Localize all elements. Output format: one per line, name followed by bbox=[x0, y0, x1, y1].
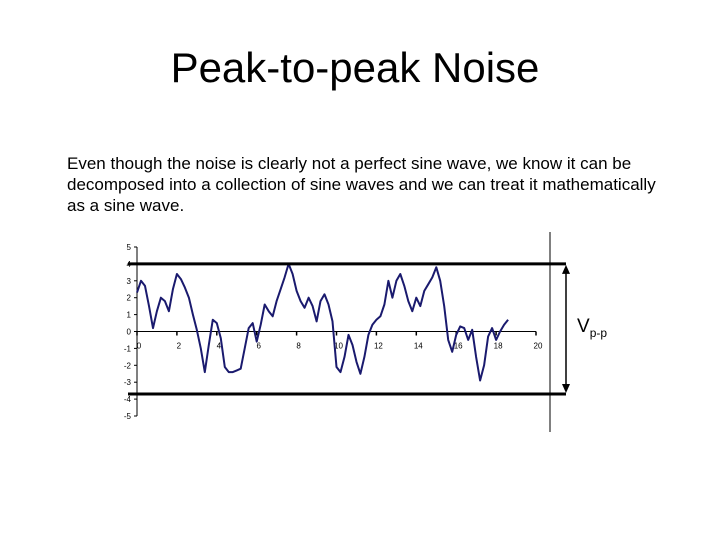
x-ticks bbox=[136, 331, 537, 336]
y-tick-label: -4 bbox=[124, 395, 132, 404]
x-tick-label: 20 bbox=[534, 342, 543, 351]
vpp-main: V bbox=[577, 316, 590, 337]
x-tick-label: 4 bbox=[217, 342, 222, 351]
x-tick-label: 6 bbox=[256, 342, 261, 351]
x-tick-label: 14 bbox=[414, 342, 423, 351]
x-tick-label: 18 bbox=[494, 342, 503, 351]
y-tick-label: 2 bbox=[127, 294, 132, 303]
x-tick-label: 2 bbox=[177, 342, 182, 351]
x-tick-label: 0 bbox=[137, 342, 142, 351]
x-tick-label: 16 bbox=[454, 342, 463, 351]
y-tick-label: -3 bbox=[124, 378, 132, 387]
y-tick-label: -2 bbox=[124, 361, 132, 370]
noise-signal-line bbox=[136, 262, 509, 382]
y-tick-label: 0 bbox=[127, 328, 132, 337]
x-tick-label: 10 bbox=[334, 342, 343, 351]
arrow-head-top bbox=[562, 264, 570, 274]
body-text: Even though the noise is clearly not a p… bbox=[67, 154, 656, 215]
slide-title: Peak-to-peak Noise bbox=[170, 44, 540, 91]
y-tick-label: 1 bbox=[127, 311, 132, 320]
y-tick-label: -5 bbox=[124, 412, 132, 421]
y-tick-label: -1 bbox=[124, 344, 132, 353]
y-tick-label: 5 bbox=[127, 243, 132, 252]
vpp-subscript: p-p bbox=[589, 326, 608, 340]
x-tick-label: 8 bbox=[296, 342, 301, 351]
y-tick-label: 3 bbox=[127, 277, 132, 286]
vpp-label: Vp-p bbox=[577, 316, 608, 340]
x-tick-labels: 0 2 4 6 8 10 12 14 16 18 20 bbox=[137, 342, 543, 351]
arrow-head-bottom bbox=[562, 384, 570, 394]
x-tick-label: 12 bbox=[374, 342, 383, 351]
